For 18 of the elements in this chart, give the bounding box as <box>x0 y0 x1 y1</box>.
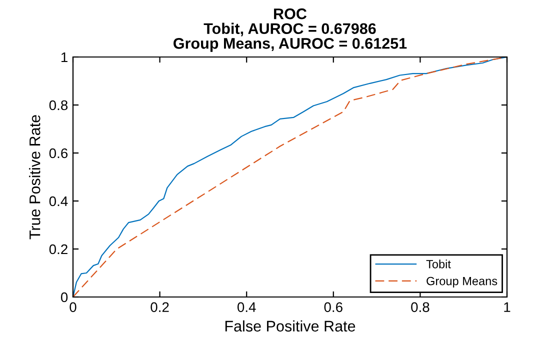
x-tick-label: 0 <box>70 302 76 312</box>
y-tick-label: 0.4 <box>49 196 68 206</box>
y-tick-label: 0.2 <box>49 244 68 254</box>
legend-label: Tobit <box>426 260 451 268</box>
x-tick-label: 1 <box>504 302 510 312</box>
y-tick-label: 0.8 <box>49 100 68 110</box>
y-axis-title: True Positive Rate <box>29 115 40 240</box>
x-tick-label: 0.4 <box>237 302 256 312</box>
x-tick-label: 0.6 <box>324 302 342 312</box>
y-tick-label: 0.6 <box>49 148 68 158</box>
y-tick-label: 0 <box>60 292 68 302</box>
x-axis-title: False Positive Rate <box>225 320 356 332</box>
legend-label: Group Means <box>426 276 498 288</box>
x-tick-label: 0.2 <box>150 302 169 312</box>
line-series <box>73 57 507 297</box>
chart-title: ROC Tobit, AUROC = 0.67986 Group Means, AUROC = 0.61251 <box>174 8 407 52</box>
x-tick-label: 0.8 <box>411 302 430 312</box>
y-tick-label: 1 <box>61 52 68 62</box>
